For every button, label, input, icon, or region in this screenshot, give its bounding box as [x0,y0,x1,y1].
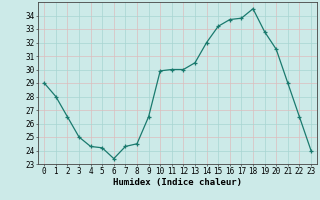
X-axis label: Humidex (Indice chaleur): Humidex (Indice chaleur) [113,178,242,187]
